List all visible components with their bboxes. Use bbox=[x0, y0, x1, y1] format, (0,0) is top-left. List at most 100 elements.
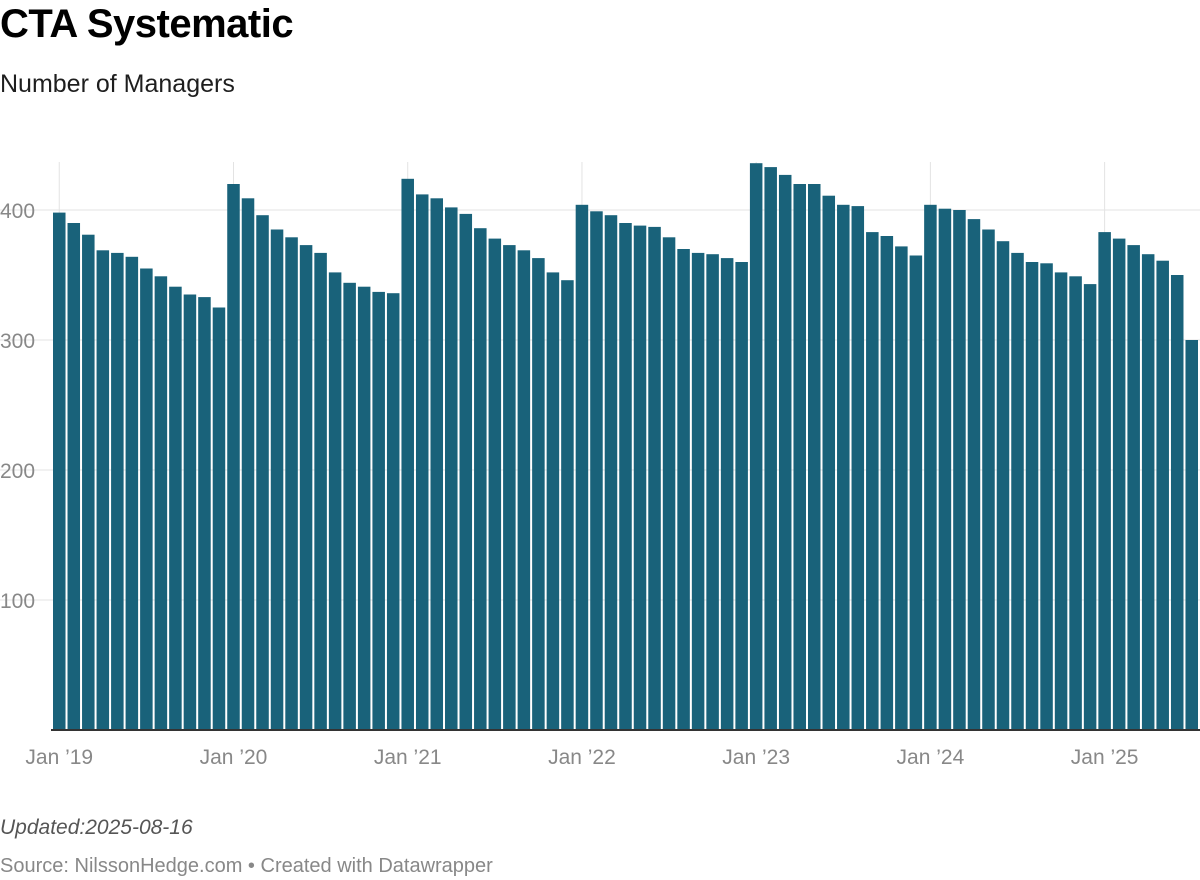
bar bbox=[1141, 254, 1155, 730]
bar bbox=[1011, 252, 1024, 730]
bar bbox=[633, 225, 647, 730]
bar bbox=[996, 241, 1010, 730]
bar bbox=[503, 245, 516, 730]
bar bbox=[1098, 232, 1111, 730]
bar bbox=[53, 212, 66, 731]
bar bbox=[909, 255, 923, 730]
bar bbox=[938, 208, 952, 730]
bar bbox=[866, 232, 879, 730]
bar bbox=[488, 238, 502, 730]
bar bbox=[982, 229, 995, 730]
bar bbox=[183, 294, 197, 730]
bar bbox=[1185, 340, 1198, 730]
bar bbox=[285, 237, 298, 731]
y-tick-label: 200 bbox=[0, 460, 35, 483]
bar bbox=[1054, 272, 1068, 730]
bar bbox=[532, 258, 545, 730]
chart-subtitle: Number of Managers bbox=[0, 70, 235, 98]
separator: • bbox=[247, 855, 255, 877]
bar bbox=[1127, 245, 1140, 730]
bar bbox=[967, 219, 981, 730]
source-label: Source: bbox=[0, 855, 69, 877]
bar bbox=[720, 258, 734, 730]
bar bbox=[445, 207, 458, 730]
bar bbox=[735, 262, 748, 730]
x-tick-label: Jan ’21 bbox=[374, 746, 442, 769]
bar bbox=[793, 184, 806, 730]
bar bbox=[343, 282, 356, 730]
chart-title: CTA Systematic bbox=[0, 2, 294, 46]
bar bbox=[459, 213, 473, 730]
bar bbox=[169, 286, 182, 730]
bar bbox=[604, 215, 618, 730]
bar bbox=[67, 223, 81, 730]
bar bbox=[474, 228, 487, 730]
bar bbox=[198, 297, 211, 730]
bar bbox=[590, 211, 603, 731]
bar bbox=[851, 206, 865, 731]
bar bbox=[561, 280, 574, 730]
created-with-link[interactable]: Created with Datawrapper bbox=[260, 855, 493, 877]
bar bbox=[837, 204, 850, 731]
bar bbox=[691, 252, 705, 730]
bar bbox=[1025, 262, 1039, 730]
bar bbox=[270, 229, 284, 730]
x-tick-label: Jan ’19 bbox=[25, 746, 93, 769]
bar bbox=[953, 210, 966, 730]
bars bbox=[53, 163, 1198, 731]
y-tick-label: 300 bbox=[0, 330, 35, 353]
bar bbox=[227, 184, 240, 730]
bar bbox=[125, 256, 139, 730]
bar bbox=[677, 249, 690, 730]
bar bbox=[1112, 238, 1126, 730]
x-tick-label: Jan ’23 bbox=[722, 746, 790, 769]
bar bbox=[749, 163, 763, 730]
bar bbox=[706, 254, 719, 730]
bar bbox=[822, 195, 836, 730]
bar bbox=[386, 293, 400, 730]
bar bbox=[517, 250, 531, 731]
bar bbox=[241, 198, 255, 731]
y-axis-ticks: 100 200 300 400 bbox=[0, 200, 35, 613]
x-tick-label: Jan ’22 bbox=[548, 746, 616, 769]
bar bbox=[1040, 263, 1053, 730]
bar bbox=[1156, 260, 1169, 730]
bar bbox=[314, 252, 327, 730]
bar bbox=[1069, 276, 1082, 730]
y-tick-label: 100 bbox=[0, 590, 35, 613]
bar bbox=[619, 223, 632, 730]
bar bbox=[648, 226, 661, 730]
source-name[interactable]: NilssonHedge.com bbox=[74, 855, 243, 877]
bar bbox=[778, 174, 792, 730]
bar bbox=[82, 234, 95, 730]
bar bbox=[357, 286, 371, 730]
bar bbox=[924, 204, 937, 731]
bar bbox=[372, 291, 385, 730]
source-line: Source: NilssonHedge.com • Created with … bbox=[0, 855, 493, 878]
bar bbox=[895, 246, 908, 730]
bar bbox=[256, 215, 269, 730]
bar bbox=[764, 167, 777, 731]
bar bbox=[1083, 284, 1097, 730]
bar bbox=[401, 178, 414, 731]
bar bbox=[575, 204, 589, 731]
bar bbox=[662, 237, 676, 731]
bar bbox=[430, 198, 444, 731]
bar bbox=[807, 184, 821, 730]
x-axis-ticks: Jan ’19 Jan ’20 Jan ’21 Jan ’22 Jan ’23 Jan ’… bbox=[25, 746, 1138, 769]
bar bbox=[546, 272, 560, 730]
bar bbox=[140, 268, 153, 730]
updated-note: Updated:2025-08-16 bbox=[0, 816, 193, 839]
x-tick-label: Jan ’20 bbox=[200, 746, 268, 769]
bar bbox=[328, 272, 342, 730]
bar bbox=[111, 252, 124, 730]
bar bbox=[212, 307, 226, 730]
bar bbox=[1170, 275, 1184, 730]
bar bbox=[154, 276, 168, 730]
y-tick-label: 400 bbox=[0, 200, 35, 223]
bar bbox=[415, 194, 429, 730]
x-tick-label: Jan ’24 bbox=[897, 746, 965, 769]
bar bbox=[880, 236, 894, 730]
bar bbox=[96, 250, 110, 731]
